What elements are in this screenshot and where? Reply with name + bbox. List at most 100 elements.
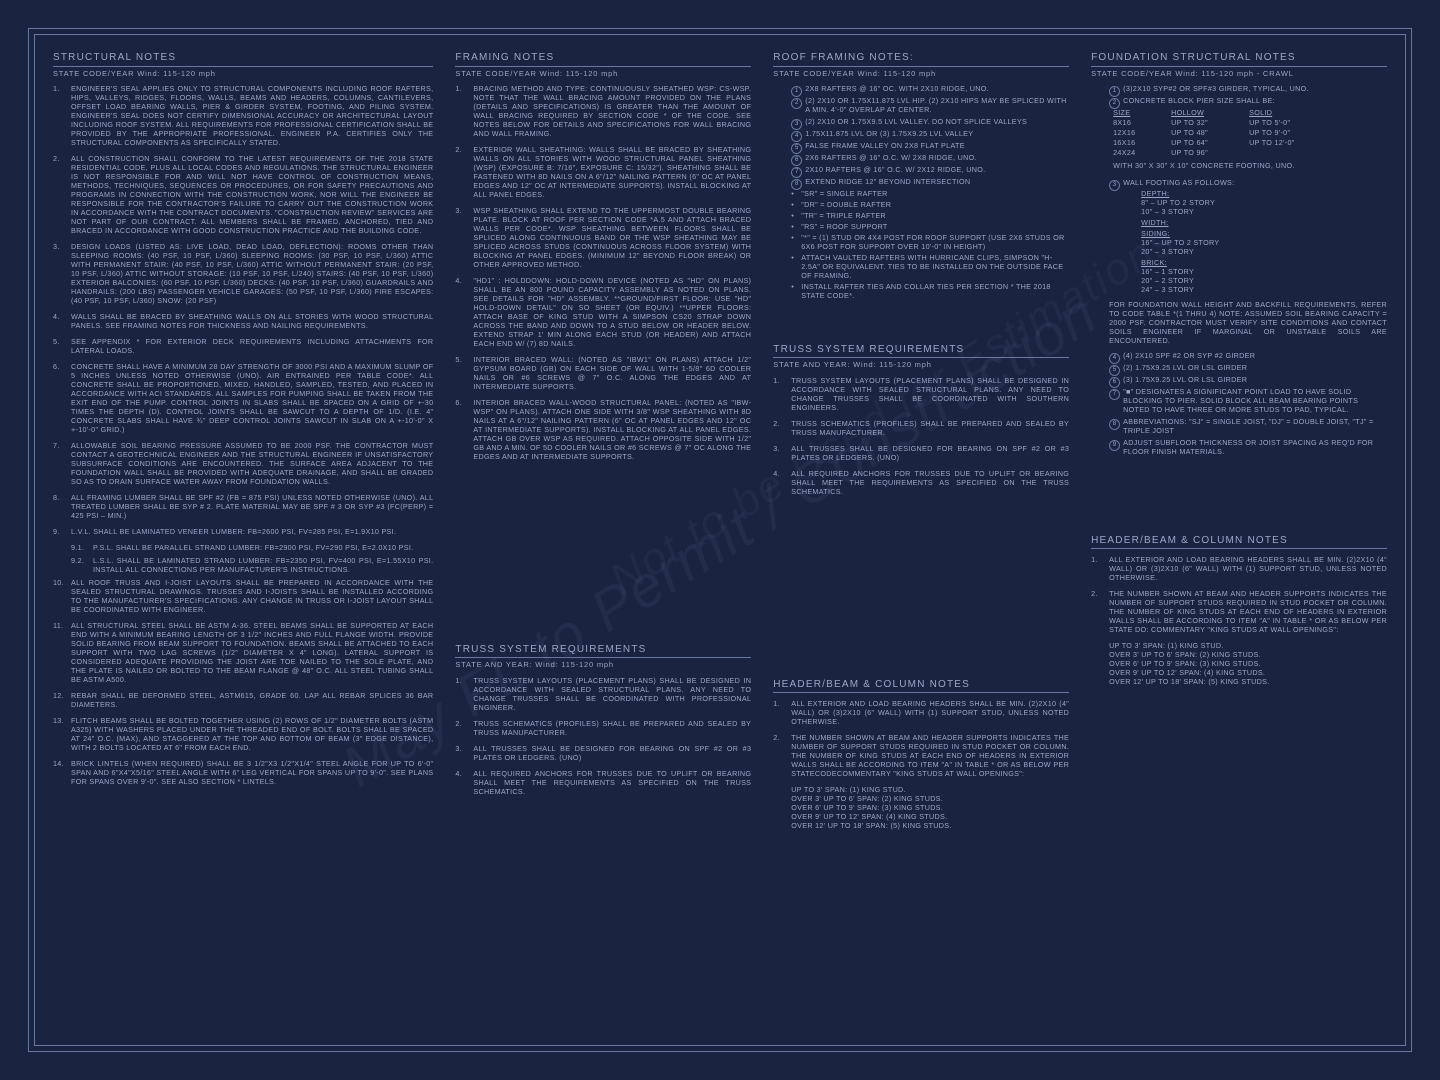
roof-note: "*" = (1) STUD OR 4x4 POST FOR ROOF SUPP… (791, 233, 1069, 251)
note-item: FLITCH BEAMS SHALL BE BOLTED TOGETHER US… (53, 716, 433, 752)
span-rule: OVER 12' UP TO 18' SPAN: (5) KING STUDS. (791, 821, 1069, 830)
roof-note: INSTALL RAFTER TIES AND COLLAR TIES PER … (791, 282, 1069, 300)
table-cell: 16x16 (1113, 138, 1163, 147)
wf-brick: BRICK:16" – 1 STORY20" – 2 STORY24" – 3 … (1141, 258, 1387, 294)
wall-footing-wrap: WALL FOOTING AS FOLLOWS: DEPTH:8" – UP T… (1091, 178, 1387, 294)
table-header: HOLLOW (1171, 108, 1241, 117)
span-rule: OVER 9' UP TO 12' SPAN: (4) KING STUDS. (1109, 668, 1387, 677)
span-rule: OVER 6' UP TO 9' SPAN: (3) KING STUDS. (1109, 659, 1387, 668)
note-item: EXTERIOR WALL SHEATHING: WALLS SHALL BE … (455, 145, 751, 199)
note-subitem: 9.2.L.S.L. SHALL BE LAMINATED STRAND LUM… (71, 556, 433, 574)
table-header: SOLID (1249, 108, 1387, 117)
structural-title: STRUCTURAL NOTES (53, 52, 433, 67)
foundation-para: FOR FOUNDATION WALL HEIGHT AND BACKFILL … (1091, 300, 1387, 345)
truss-req-2: TRUSS SYSTEM REQUIREMENTS STATE AND YEAR… (455, 644, 751, 803)
foundation-item: (4) 2x10 SPF #2 OR SYP #2 GIRDER (1109, 351, 1387, 360)
truss2-list: TRUSS SYSTEM LAYOUTS (PLACEMENT PLANS) S… (455, 676, 751, 796)
table-cell: UP TO 9'-0" (1249, 128, 1387, 137)
footing-line: 24" – 3 STORY (1141, 285, 1387, 294)
note-item: THE NUMBER SHOWN AT BEAM AND HEADER SUPP… (1091, 589, 1387, 634)
table-header: SIZE (1113, 108, 1163, 117)
roof-item: (2) 2x10 OR 1.75x11.875 LVL HIP. (2) 2x1… (791, 96, 1069, 114)
roof-note: "TR" = TRIPLE RAFTER (791, 211, 1069, 220)
note-item: ALL REQUIRED ANCHORS FOR TRUSSES DUE TO … (455, 769, 751, 796)
header-beam-2: HEADER/BEAM & COLUMN NOTES ALL EXTERIOR … (1091, 535, 1387, 687)
note-item: SEE APPENDIX * FOR EXTERIOR DECK REQUIRE… (53, 337, 433, 355)
col-roof: ROOF FRAMING NOTES: STATE CODE/YEAR Wind… (773, 52, 1069, 1038)
span-rule: UP TO 3' SPAN: (1) KING STUD. (791, 785, 1069, 794)
note-item: ALL REQUIRED ANCHORS FOR TRUSSES DUE TO … (773, 469, 1069, 496)
note-item: TRUSS SCHEMATICS (PROFILES) SHALL BE PRE… (455, 719, 751, 737)
note-item: ALL EXTERIOR AND LOAD BEARING HEADERS SH… (773, 699, 1069, 726)
note-item: ALL FRAMING LUMBER SHALL BE SPF #2 (Fb =… (53, 493, 433, 520)
note-item: L.V.L. SHALL BE LAMINATED VENEER LUMBER:… (53, 527, 433, 536)
truss2-title: TRUSS SYSTEM REQUIREMENTS (455, 644, 751, 659)
header2-list: ALL EXTERIOR AND LOAD BEARING HEADERS SH… (1091, 555, 1387, 634)
footing-line: 20" – 2 STORY (1141, 276, 1387, 285)
span-rule: OVER 12' UP TO 18' SPAN: (5) KING STUDS. (1109, 677, 1387, 686)
note-subitem: 9.1.P.S.L. SHALL BE PARALLEL STRAND LUMB… (71, 543, 433, 552)
foundation-notes: FOUNDATION STRUCTURAL NOTES STATE CODE/Y… (1091, 52, 1387, 459)
framing-title: FRAMING NOTES (455, 52, 751, 67)
footing-line: BRICK: (1141, 258, 1387, 267)
structural-sub: STATE CODE/YEAR Wind: 115-120 mph (53, 69, 433, 78)
roof-item: 2x8 RAFTERS @ 16" OC. WITH 2x10 RIDGE, U… (791, 84, 1069, 93)
foundation-item: CONCRETE BLOCK PIER SIZE SHALL BE: (1109, 96, 1387, 105)
structural-list: ENGINEER'S SEAL APPLIES ONLY TO STRUCTUR… (53, 84, 433, 786)
foundation-item: ADJUST SUBFLOOR THICKNESS OR JOIST SPACI… (1109, 438, 1387, 456)
span-rule: OVER 3' UP TO 6' SPAN: (2) KING STUDS. (791, 794, 1069, 803)
header1-spans: UP TO 3' SPAN: (1) KING STUD.OVER 3' UP … (791, 785, 1069, 830)
span-rule: OVER 9' UP TO 12' SPAN: (4) KING STUDS. (791, 812, 1069, 821)
note-item: ALL STRUCTURAL STEEL SHALL BE ASTM A-36.… (53, 621, 433, 684)
note-item: TRUSS SYSTEM LAYOUTS (PLACEMENT PLANS) S… (455, 676, 751, 712)
col-structural: STRUCTURAL NOTES STATE CODE/YEAR Wind: 1… (53, 52, 433, 1038)
foundation-more: (4) 2x10 SPF #2 OR SYP #2 GIRDER(2) 1.75… (1091, 351, 1387, 456)
roof-item: 2x10 RAFTERS @ 16" O.C. W/ 2x12 RIDGE, U… (791, 165, 1069, 174)
note-item: BRICK LINTELS (WHEN REQUIRED) SHALL BE 3… (53, 759, 433, 786)
table-cell (1249, 148, 1387, 157)
truss1-title: TRUSS SYSTEM REQUIREMENTS (773, 344, 1069, 359)
roof-note: "DR" = DOUBLE RAFTER (791, 200, 1069, 209)
table-cell: UP TO 64" (1171, 138, 1241, 147)
roof-title: ROOF FRAMING NOTES: (773, 52, 1069, 67)
header2-title: HEADER/BEAM & COLUMN NOTES (1091, 535, 1387, 550)
roof-framing-notes: ROOF FRAMING NOTES: STATE CODE/YEAR Wind… (773, 52, 1069, 302)
truss2-sub: STATE AND YEAR: Wind: 115-120 mph (455, 660, 751, 669)
note-item: ALLOWABLE SOIL BEARING PRESSURE ASSUMED … (53, 441, 433, 486)
note-item: ALL TRUSSES SHALL BE DESIGNED FOR BEARIN… (773, 444, 1069, 462)
note-item: CONCRETE SHALL HAVE A MINIMUM 28 DAY STR… (53, 362, 433, 434)
wall-footing-label: WALL FOOTING AS FOLLOWS: (1123, 178, 1234, 187)
blueprint-sheet: May FL to Permit / Construction Not to b… (0, 0, 1440, 1080)
footing-line: 16" – UP TO 2 STORY (1141, 238, 1387, 247)
structural-notes: STRUCTURAL NOTES STATE CODE/YEAR Wind: 1… (53, 52, 433, 793)
note-item: DESIGN LOADS (LISTED AS: LIVE LOAD, DEAD… (53, 242, 433, 305)
note-item: INTERIOR BRACED WALL-WOOD STRUCTURAL PAN… (455, 398, 751, 461)
table-cell: UP TO 96" (1171, 148, 1241, 157)
block-table-foot: WITH 30" x 30" x 10" CONCRETE FOOTING, U… (1091, 161, 1387, 170)
roof-note: ATTACH VAULTED RAFTERS WITH HURRICANE CL… (791, 253, 1069, 280)
header1-list: ALL EXTERIOR AND LOAD BEARING HEADERS SH… (773, 699, 1069, 778)
wf-width-label: WIDTH: (1141, 218, 1387, 227)
note-item: ALL EXTERIOR AND LOAD BEARING HEADERS SH… (1091, 555, 1387, 582)
footing-line: DEPTH: (1141, 189, 1387, 198)
footing-line: SIDING: (1141, 229, 1387, 238)
framing-notes: FRAMING NOTES STATE CODE/YEAR Wind: 115-… (455, 52, 751, 468)
header2-spans: UP TO 3' SPAN: (1) KING STUD.OVER 3' UP … (1109, 641, 1387, 686)
note-item: "HD1" : HOLDDOWN: HOLD-DOWN DEVICE (NOTE… (455, 276, 751, 348)
roof-item: FALSE FRAME VALLEY ON 2x8 FLAT PLATE (791, 141, 1069, 150)
roof-sub: STATE CODE/YEAR Wind: 115-120 mph (773, 69, 1069, 78)
foundation-sub: STATE CODE/YEAR Wind: 115-120 mph - CRAW… (1091, 69, 1387, 78)
table-cell: UP TO 5'-0" (1249, 118, 1387, 127)
wf-depth: DEPTH:8" – UP TO 2 STORY10" – 3 STORY (1141, 189, 1387, 216)
foundation-item: (3) 1.75x9.25 LVL OR LSL GIRDER (1109, 375, 1387, 384)
note-item: ALL ROOF TRUSS AND I-JOIST LAYOUTS SHALL… (53, 578, 433, 614)
roof-dots-list: "SR" = SINGLE RAFTER"DR" = DOUBLE RAFTER… (773, 189, 1069, 300)
roof-item: 2x6 RAFTERS @ 16" O.C. W/ 2x8 RIDGE, UNO… (791, 153, 1069, 162)
columns: STRUCTURAL NOTES STATE CODE/YEAR Wind: 1… (35, 40, 1405, 1050)
roof-circled-list: 2x8 RAFTERS @ 16" OC. WITH 2x10 RIDGE, U… (773, 84, 1069, 186)
table-cell: UP TO 12'-0" (1249, 138, 1387, 147)
footing-line: 16" – 1 STORY (1141, 267, 1387, 276)
table-cell: 8x16 (1113, 118, 1163, 127)
note-item: BRACING METHOD AND TYPE: CONTINUOUSLY SH… (455, 84, 751, 138)
truss-req-1: TRUSS SYSTEM REQUIREMENTS STATE AND YEAR… (773, 344, 1069, 503)
